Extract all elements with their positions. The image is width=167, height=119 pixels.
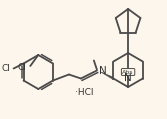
Polygon shape [100, 72, 114, 80]
Text: Cl: Cl [18, 64, 27, 72]
Text: N: N [124, 73, 132, 83]
Text: Cl: Cl [1, 64, 10, 73]
Text: N: N [99, 65, 107, 75]
Text: Abs: Abs [122, 69, 134, 74]
Text: ·HCl: ·HCl [75, 88, 93, 97]
